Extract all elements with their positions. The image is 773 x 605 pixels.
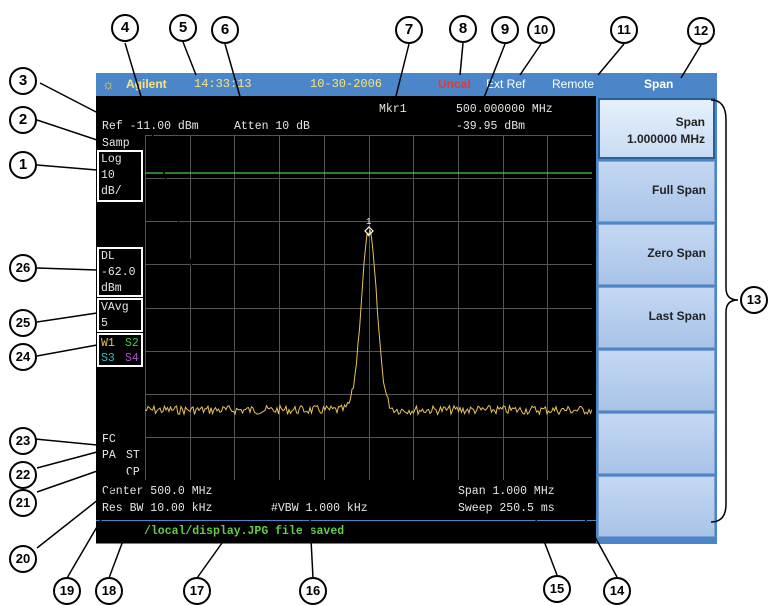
video-average-count: 5 — [101, 317, 108, 330]
sweep-type-indicator: ST — [126, 449, 140, 462]
graticule: 1 — [145, 135, 592, 480]
callout-15: 15 — [543, 575, 571, 603]
callout-9: 9 — [491, 16, 519, 44]
softkey-last-span[interactable]: Last Span — [598, 287, 715, 348]
remote-indicator: Remote — [552, 77, 595, 91]
softkey-zero-span[interactable]: Zero Span — [598, 224, 715, 285]
softkey-full-span[interactable]: Full Span — [598, 161, 715, 222]
freq-count-indicator: FC — [102, 433, 116, 446]
marker-label: Mkr1 — [379, 103, 407, 116]
softkey-span[interactable]: Span 1.000000 MHz — [598, 98, 715, 159]
callout-11: 11 — [610, 16, 638, 44]
callout-2: 2 — [9, 106, 37, 134]
softkey-span-label: Span — [675, 115, 705, 129]
softkey-blank-6[interactable] — [598, 413, 715, 474]
video-bandwidth: #VBW 1.000 kHz — [271, 502, 368, 515]
scale-type: Log — [101, 153, 122, 166]
softkey-blank-7[interactable] — [598, 476, 715, 537]
callout-14: 14 — [603, 577, 631, 605]
title-bar: ☼ Agilent 14:33:13 10-30-2006 Uncal Ext … — [96, 73, 717, 95]
callout-19: 19 — [53, 577, 81, 605]
callout-7: 7 — [395, 16, 423, 44]
callout-25: 25 — [9, 309, 37, 337]
marker-diamond — [364, 226, 374, 236]
trace-1 — [145, 229, 592, 417]
callout-13: 13 — [740, 286, 768, 314]
scale-box: Log 10 dB/ — [97, 150, 143, 202]
display-line-label: DL — [101, 250, 115, 263]
video-average-label: VAvg — [101, 301, 129, 314]
callout-6: 6 — [211, 16, 239, 44]
marker-number: 1 — [366, 217, 371, 227]
callout-10: 10 — [527, 16, 555, 44]
attenuation: Atten 10 dB — [234, 120, 310, 133]
span-readout: Span 1.000 MHz — [458, 485, 555, 498]
trace-status-box: W1 S2 S3 S4 — [97, 333, 143, 367]
clock-date: 10-30-2006 — [310, 77, 383, 91]
callout-16: 16 — [299, 577, 327, 605]
softkey-last-span-label: Last Span — [648, 309, 706, 323]
sweep-time: Sweep 250.5 ms — [458, 502, 555, 515]
scale-unit: dB/ — [101, 185, 122, 198]
callout-26: 26 — [9, 254, 37, 282]
ext-ref-indicator: Ext Ref — [486, 77, 526, 91]
softkey-full-span-label: Full Span — [652, 183, 706, 197]
sun-icon: ☼ — [102, 76, 115, 92]
scale-value: 10 — [101, 169, 115, 182]
marker-amplitude: -39.95 dBm — [456, 120, 526, 133]
callout-1: 1 — [9, 151, 37, 179]
callout-8: 8 — [449, 15, 477, 43]
callout-21: 21 — [9, 489, 37, 517]
preamp-indicator: PA — [102, 449, 116, 462]
callout-23: 23 — [9, 427, 37, 455]
display-line-value: -62.0 — [101, 266, 136, 279]
callout-20: 20 — [9, 545, 37, 573]
trace-w1: W1 — [101, 337, 115, 350]
trace-s3: S3 — [101, 352, 115, 365]
callout-17: 17 — [183, 577, 211, 605]
callout-22: 22 — [9, 461, 37, 489]
softkey-span-value: 1.000000 MHz — [626, 132, 705, 146]
trace-s4: S4 — [125, 352, 139, 365]
detector-mode: Samp — [102, 137, 130, 150]
status-message: /local/display.JPG file saved — [144, 525, 345, 538]
softkey-zero-span-label: Zero Span — [647, 246, 706, 260]
callout-3: 3 — [9, 67, 37, 95]
video-average-box: VAvg 5 — [97, 298, 143, 332]
center-frequency: Center 500.0 MHz — [102, 485, 213, 498]
callout-4: 4 — [111, 14, 139, 42]
callout-5: 5 — [169, 14, 197, 42]
menu-title: Span — [644, 77, 674, 91]
display-line-box: DL -62.0 dBm — [97, 247, 143, 297]
status-bar: /local/display.JPG file saved — [96, 521, 596, 543]
softkey-blank-5[interactable] — [598, 350, 715, 411]
trace-s2: S2 — [125, 337, 139, 350]
display-line-unit: dBm — [101, 282, 122, 295]
callout-24: 24 — [9, 343, 37, 371]
uncal-indicator: Uncal — [438, 77, 471, 91]
callout-18: 18 — [95, 577, 123, 605]
resolution-bandwidth: Res BW 10.00 kHz — [102, 502, 213, 515]
callout-12: 12 — [687, 17, 715, 45]
